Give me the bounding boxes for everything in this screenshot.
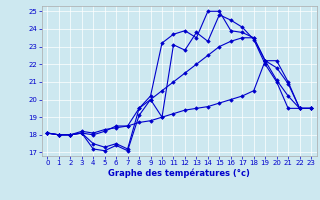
X-axis label: Graphe des températures (°c): Graphe des températures (°c): [108, 169, 250, 178]
